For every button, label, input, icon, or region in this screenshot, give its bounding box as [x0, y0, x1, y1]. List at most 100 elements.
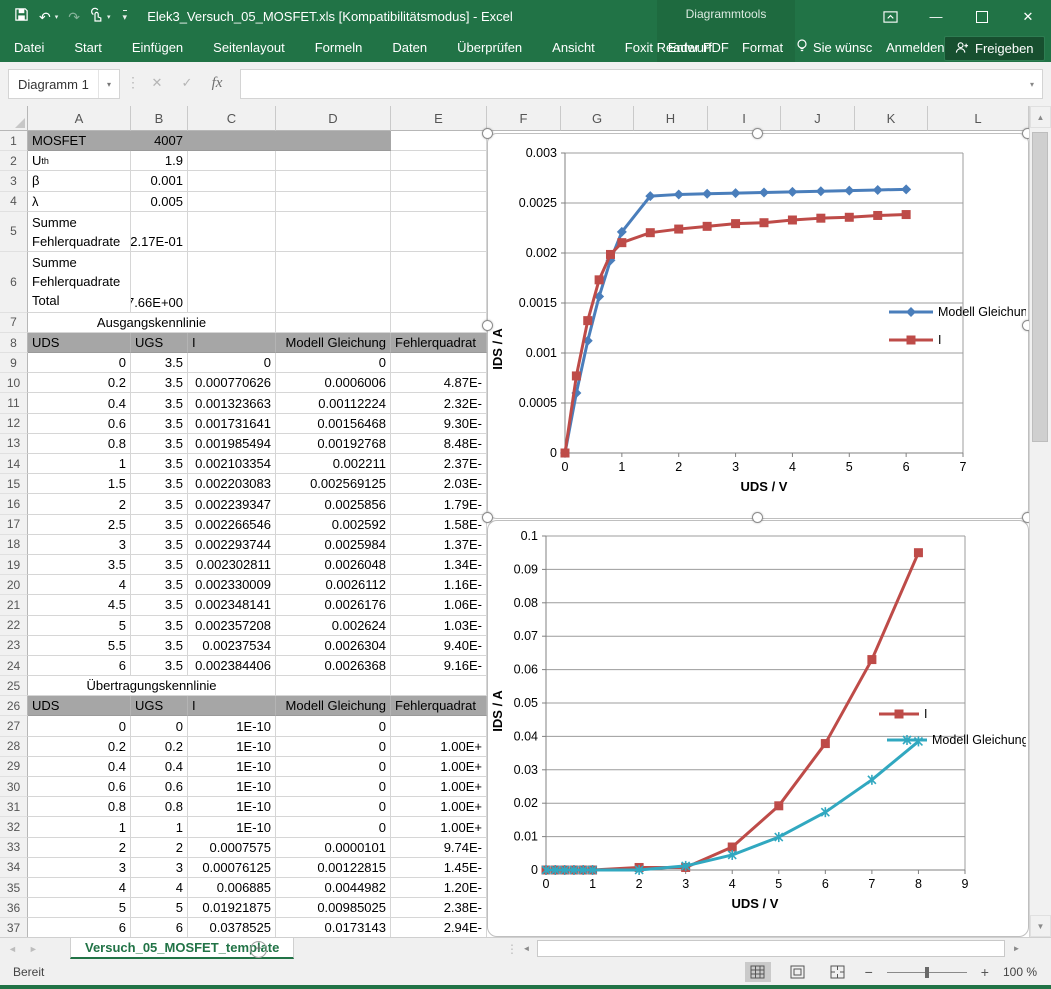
row-header-9[interactable]: 9: [0, 353, 28, 373]
row-header-36[interactable]: 36: [0, 898, 28, 918]
cell-A21[interactable]: 4.5: [28, 595, 131, 615]
ribbon-tab-einf-gen[interactable]: Einfügen: [117, 33, 198, 62]
cell-D36[interactable]: 0.00985025: [276, 898, 391, 918]
row-header-30[interactable]: 30: [0, 777, 28, 797]
cell-C13[interactable]: 0.001985494: [188, 434, 276, 454]
cell-D1[interactable]: [276, 131, 391, 151]
row-header-32[interactable]: 32: [0, 817, 28, 837]
cell-C33[interactable]: 0.0007575: [188, 838, 276, 858]
cell-A3[interactable]: β: [28, 171, 131, 191]
new-sheet-icon[interactable]: +: [250, 941, 267, 958]
cell-D19[interactable]: 0.0026048: [276, 555, 391, 575]
cell-E29[interactable]: 1.00E+: [391, 757, 487, 777]
cell-B26[interactable]: UGS: [131, 696, 188, 716]
ribbon-display-options-icon[interactable]: [867, 0, 913, 33]
cell-A17[interactable]: 2.5: [28, 515, 131, 535]
row-header-22[interactable]: 22: [0, 616, 28, 636]
cell-D15[interactable]: 0.002569125: [276, 474, 391, 494]
column-header-H[interactable]: H: [634, 106, 708, 131]
row-header-29[interactable]: 29: [0, 757, 28, 777]
column-header-D[interactable]: D: [276, 106, 391, 131]
touch-mode-dropdown-icon[interactable]: ▾: [107, 13, 111, 21]
zoom-slider-thumb[interactable]: [925, 967, 929, 978]
cell-D22[interactable]: 0.002624: [276, 616, 391, 636]
customize-qat-icon[interactable]: ▾: [123, 10, 128, 23]
cell-D34[interactable]: 0.00122815: [276, 858, 391, 878]
cell-E16[interactable]: 1.79E-: [391, 494, 487, 514]
cell-B22[interactable]: 3.5: [131, 616, 188, 636]
cell-E33[interactable]: 9.74E-: [391, 838, 487, 858]
cell-C2[interactable]: [188, 151, 276, 171]
cell-B23[interactable]: 3.5: [131, 636, 188, 656]
cell-E2[interactable]: [391, 151, 487, 171]
cell-C15[interactable]: 0.002203083: [188, 474, 276, 494]
vertical-scroll-thumb[interactable]: [1032, 132, 1048, 442]
cell-E13[interactable]: 8.48E-: [391, 434, 487, 454]
cell-C32[interactable]: 1E-10: [188, 817, 276, 837]
cell-B32[interactable]: 1: [131, 817, 188, 837]
cell-C11[interactable]: 0.001323663: [188, 393, 276, 413]
cell-E5[interactable]: [391, 212, 487, 252]
expand-formula-bar-icon[interactable]: ▾: [1030, 80, 1042, 89]
cell-C21[interactable]: 0.002348141: [188, 595, 276, 615]
cell-D13[interactable]: 0.00192768: [276, 434, 391, 454]
row-header-27[interactable]: 27: [0, 716, 28, 736]
zoom-in-icon[interactable]: +: [981, 964, 989, 980]
cell-B33[interactable]: 2: [131, 838, 188, 858]
cell-C36[interactable]: 0.01921875: [188, 898, 276, 918]
cell-C19[interactable]: 0.002302811: [188, 555, 276, 575]
row-header-19[interactable]: 19: [0, 555, 28, 575]
row-header-3[interactable]: 3: [0, 171, 28, 191]
cell-A30[interactable]: 0.6: [28, 777, 131, 797]
cell-E22[interactable]: 1.03E-: [391, 616, 487, 636]
row-header-8[interactable]: 8: [0, 333, 28, 353]
cell-B6[interactable]: 7.66E+00: [131, 252, 188, 313]
cell-B18[interactable]: 3.5: [131, 535, 188, 555]
cell-E7[interactable]: [391, 313, 487, 333]
minimize-button[interactable]: —: [913, 0, 959, 33]
vertical-scrollbar[interactable]: ▲ ▼: [1029, 106, 1051, 937]
row-header-1[interactable]: 1: [0, 131, 28, 151]
row-header-33[interactable]: 33: [0, 838, 28, 858]
row-header-34[interactable]: 34: [0, 858, 28, 878]
cell-A8[interactable]: UDS: [28, 333, 131, 353]
column-header-G[interactable]: G: [561, 106, 634, 131]
cell-D16[interactable]: 0.0025856: [276, 494, 391, 514]
cell-D28[interactable]: 0: [276, 737, 391, 757]
row-header-35[interactable]: 35: [0, 878, 28, 898]
cell-E35[interactable]: 1.20E-: [391, 878, 487, 898]
cell-E27[interactable]: [391, 716, 487, 736]
next-sheet-icon[interactable]: ►: [29, 944, 38, 954]
cell-D14[interactable]: 0.002211: [276, 454, 391, 474]
insert-function-icon[interactable]: fx: [202, 75, 232, 92]
undo-icon[interactable]: ↶: [39, 10, 51, 24]
undo-dropdown-icon[interactable]: ▾: [55, 13, 59, 21]
cell-C9[interactable]: 0: [188, 353, 276, 373]
cell-C6[interactable]: [188, 252, 276, 313]
scroll-down-icon[interactable]: ▼: [1030, 915, 1051, 937]
ribbon-tab-daten[interactable]: Daten: [377, 33, 442, 62]
cell-C28[interactable]: 1E-10: [188, 737, 276, 757]
cell-E31[interactable]: 1.00E+: [391, 797, 487, 817]
cell-A11[interactable]: 0.4: [28, 393, 131, 413]
cell-B19[interactable]: 3.5: [131, 555, 188, 575]
cell-E10[interactable]: 4.87E-: [391, 373, 487, 393]
cell-D2[interactable]: [276, 151, 391, 171]
scroll-left-icon[interactable]: ◄: [518, 940, 535, 957]
cell-C1[interactable]: [188, 131, 276, 151]
cell-D31[interactable]: 0: [276, 797, 391, 817]
cell-B17[interactable]: 3.5: [131, 515, 188, 535]
cell-D37[interactable]: 0.0173143: [276, 918, 391, 937]
cell-E32[interactable]: 1.00E+: [391, 817, 487, 837]
name-box-dropdown-icon[interactable]: ▾: [98, 70, 119, 98]
column-header-J[interactable]: J: [781, 106, 855, 131]
ribbon-tab-format[interactable]: Format: [727, 33, 798, 62]
cell-A27[interactable]: 0: [28, 716, 131, 736]
cell-D33[interactable]: 0.0000101: [276, 838, 391, 858]
cell-D26[interactable]: Modell Gleichung: [276, 696, 391, 716]
row-header-17[interactable]: 17: [0, 515, 28, 535]
row-header-20[interactable]: 20: [0, 575, 28, 595]
cell-D18[interactable]: 0.0025984: [276, 535, 391, 555]
cell-C18[interactable]: 0.002293744: [188, 535, 276, 555]
cell-E24[interactable]: 9.16E-: [391, 656, 487, 676]
